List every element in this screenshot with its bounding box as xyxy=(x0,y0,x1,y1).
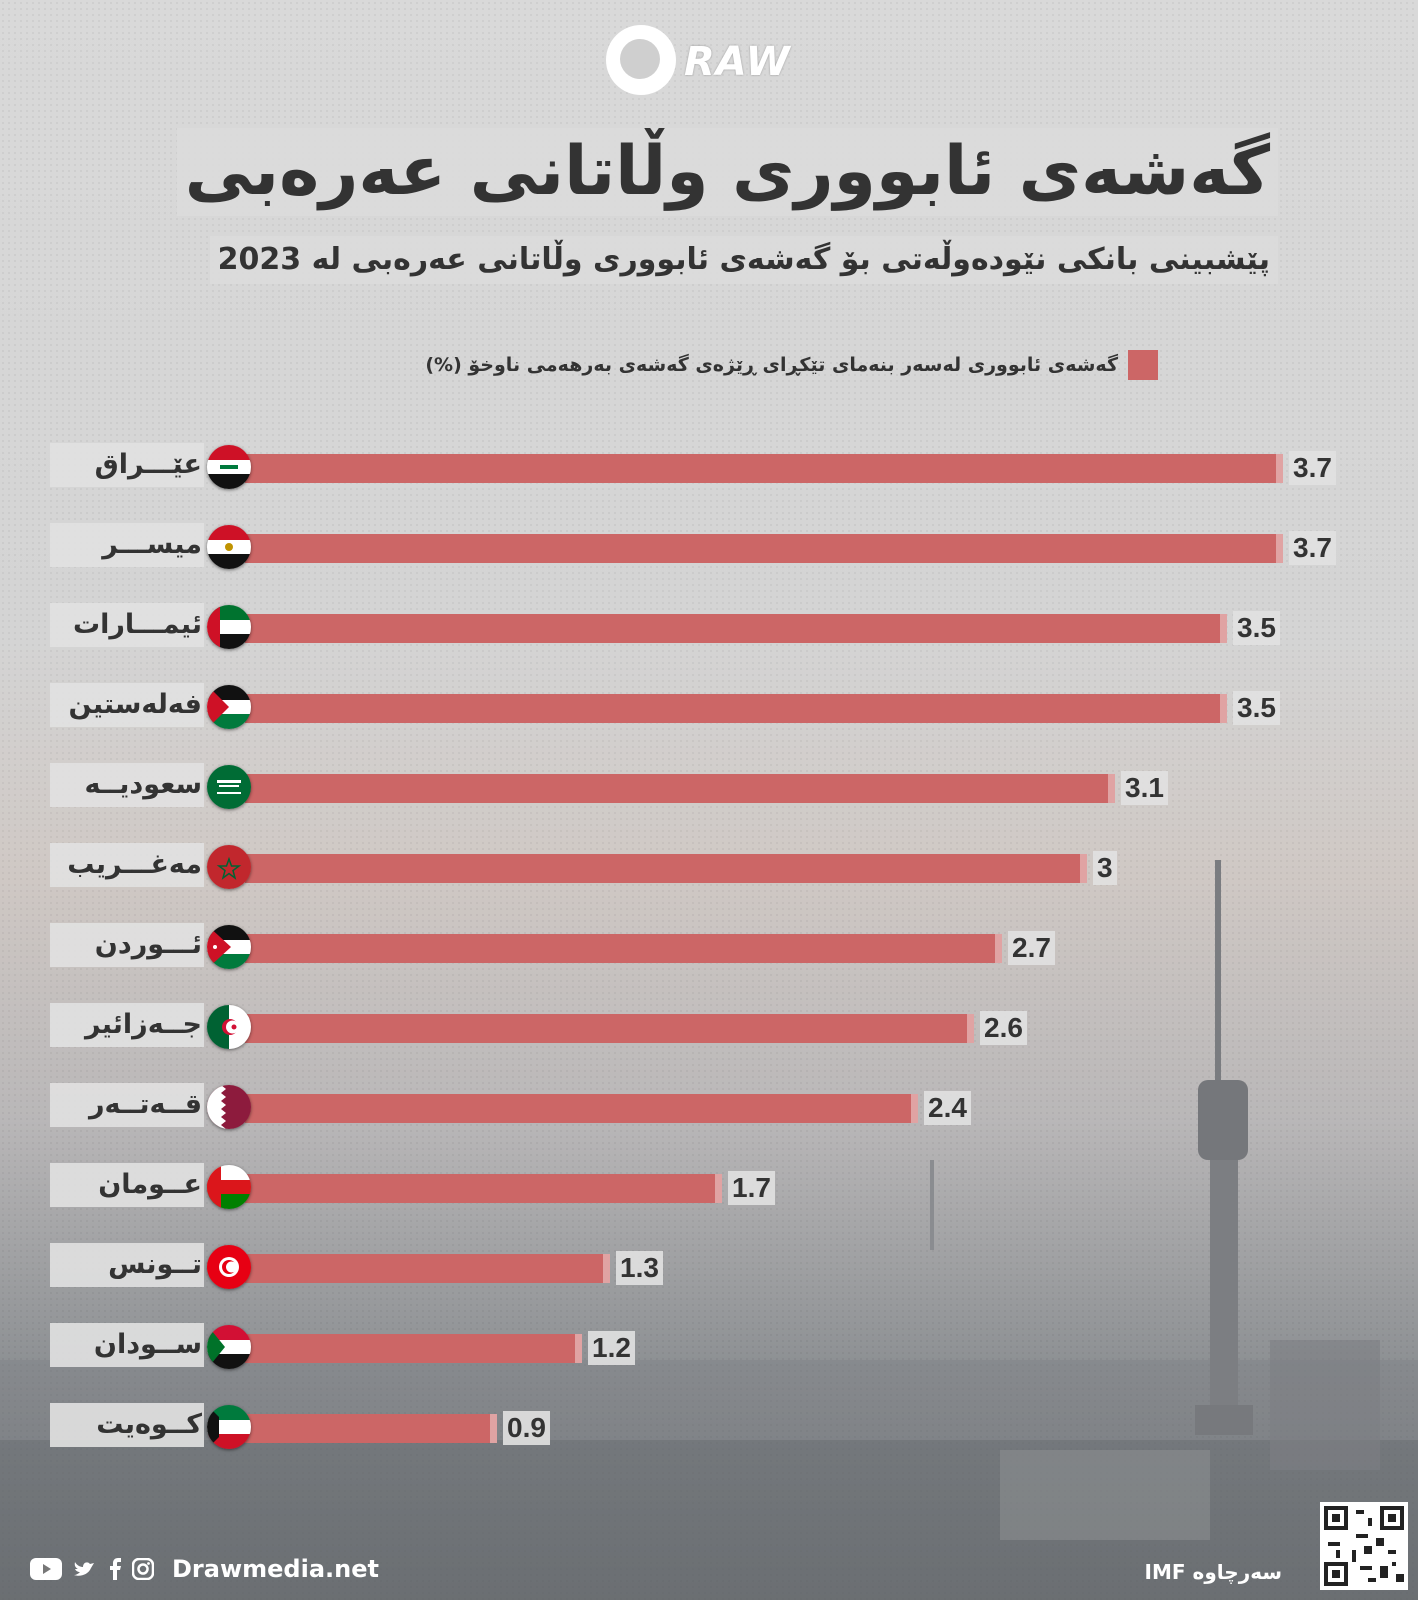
country-label: فەلەستین xyxy=(50,683,204,727)
country-label: ئیمـــارات xyxy=(50,603,204,647)
value-label: 1.2 xyxy=(588,1331,635,1365)
bar-row: جــەزائیر 2.6 xyxy=(0,1003,1418,1049)
bar-row: تــونس 1.3 xyxy=(0,1243,1418,1289)
country-label: سعودیــە xyxy=(50,763,204,807)
legend-label: گەشەی ئابووری لەسەر بنەمای تێکڕای ڕێژەی … xyxy=(425,354,1118,376)
bar-row: قــەتــەر 2.4 xyxy=(0,1083,1418,1129)
country-label: کــوەیت xyxy=(50,1403,204,1447)
value-label: 3 xyxy=(1093,851,1117,885)
bar xyxy=(245,1334,582,1363)
flag-kuwait-icon xyxy=(207,1405,251,1449)
bar-track xyxy=(245,454,1283,483)
country-label: میســـر xyxy=(50,523,204,567)
bar xyxy=(245,534,1283,563)
bar-row: ئـــوردن 2.7 xyxy=(0,923,1418,969)
value-label: 3.1 xyxy=(1121,771,1168,805)
bar xyxy=(245,774,1115,803)
bar xyxy=(245,854,1087,883)
bar-track xyxy=(245,694,1227,723)
bar-track xyxy=(245,774,1115,803)
bar-row: کــوەیت 0.9 xyxy=(0,1403,1418,1449)
qr-code-pattern xyxy=(1324,1506,1404,1586)
value-label: 2.6 xyxy=(980,1011,1027,1045)
bar-row: عــومان 1.7 xyxy=(0,1163,1418,1209)
bar-track xyxy=(245,1254,610,1283)
flag-sudan-icon xyxy=(207,1325,251,1369)
flag-iraq-icon xyxy=(207,445,251,489)
bar-row: ســودان 1.2 xyxy=(0,1323,1418,1369)
bar-track xyxy=(245,1174,722,1203)
country-label: جــەزائیر xyxy=(50,1003,204,1047)
country-label: عێـــراق xyxy=(50,443,204,487)
value-label: 2.7 xyxy=(1008,931,1055,965)
bar xyxy=(245,1174,722,1203)
country-label: ســودان xyxy=(50,1323,204,1367)
bar-track xyxy=(245,1414,497,1443)
value-label: 3.7 xyxy=(1289,531,1336,565)
bar-row: مەغـــریب 3 xyxy=(0,843,1418,889)
bar xyxy=(245,934,1002,963)
logo-text: RAW xyxy=(684,39,791,85)
bar xyxy=(245,1414,497,1443)
page-title: گەشەی ئابووری وڵاتانی عەرەبی xyxy=(176,128,1278,216)
bar xyxy=(245,614,1227,643)
flag-tunisia-icon xyxy=(207,1245,251,1289)
bar-track xyxy=(245,1014,974,1043)
bar-row: عێـــراق 3.7 xyxy=(0,443,1418,489)
bar-row: ئیمـــارات 3.5 xyxy=(0,603,1418,649)
qr-code[interactable] xyxy=(1320,1502,1408,1590)
page-subtitle: پێشبینی بانکی نێودەوڵەتی بۆ گەشەی ئابوور… xyxy=(209,236,1278,284)
legend-swatch xyxy=(1128,350,1158,380)
bar-track xyxy=(245,854,1087,883)
footer-social: Drawmedia.net xyxy=(30,1555,379,1583)
logo-d-mark xyxy=(620,39,660,79)
bar-track xyxy=(245,1334,582,1363)
bar-track xyxy=(245,1094,918,1123)
country-label: مەغـــریب xyxy=(50,843,204,887)
value-label: 3.5 xyxy=(1233,691,1280,725)
country-label: ئـــوردن xyxy=(50,923,204,967)
instagram-icon[interactable] xyxy=(132,1558,154,1580)
website-link[interactable]: Drawmedia.net xyxy=(172,1555,379,1583)
flag-egypt-icon xyxy=(207,525,251,569)
country-label: قــەتــەر xyxy=(50,1083,204,1127)
bar-row: فەلەستین 3.5 xyxy=(0,683,1418,729)
chart-legend: گەشەی ئابووری لەسەر بنەمای تێکڕای ڕێژەی … xyxy=(425,350,1158,380)
bar-track xyxy=(245,934,1002,963)
bar-track xyxy=(245,534,1283,563)
bar xyxy=(245,454,1283,483)
value-label: 1.7 xyxy=(728,1171,775,1205)
flag-morocco-icon xyxy=(207,845,251,889)
bar-track xyxy=(245,614,1227,643)
flag-algeria-icon xyxy=(207,1005,251,1049)
value-label: 3.5 xyxy=(1233,611,1280,645)
twitter-icon[interactable] xyxy=(72,1558,98,1580)
country-label: تــونس xyxy=(50,1243,204,1287)
bar xyxy=(245,1014,974,1043)
value-label: 0.9 xyxy=(503,1411,550,1445)
bar xyxy=(245,1094,918,1123)
bar-row: سعودیــە 3.1 xyxy=(0,763,1418,809)
flag-qatar-icon xyxy=(207,1085,251,1129)
bar xyxy=(245,694,1227,723)
facebook-icon[interactable] xyxy=(108,1558,122,1580)
bar-row: میســـر 3.7 xyxy=(0,523,1418,569)
value-label: 1.3 xyxy=(616,1251,663,1285)
source-label: سەرچاوە IMF xyxy=(1144,1560,1282,1584)
flag-jordan-icon xyxy=(207,925,251,969)
country-label: عــومان xyxy=(50,1163,204,1207)
flag-saudi-icon xyxy=(207,765,251,809)
draw-logo: RAW xyxy=(606,25,816,95)
flag-palestine-icon xyxy=(207,685,251,729)
flag-oman-icon xyxy=(207,1165,251,1209)
bar xyxy=(245,1254,610,1283)
value-label: 3.7 xyxy=(1289,451,1336,485)
flag-uae-icon xyxy=(207,605,251,649)
value-label: 2.4 xyxy=(924,1091,971,1125)
youtube-icon[interactable] xyxy=(30,1558,62,1580)
